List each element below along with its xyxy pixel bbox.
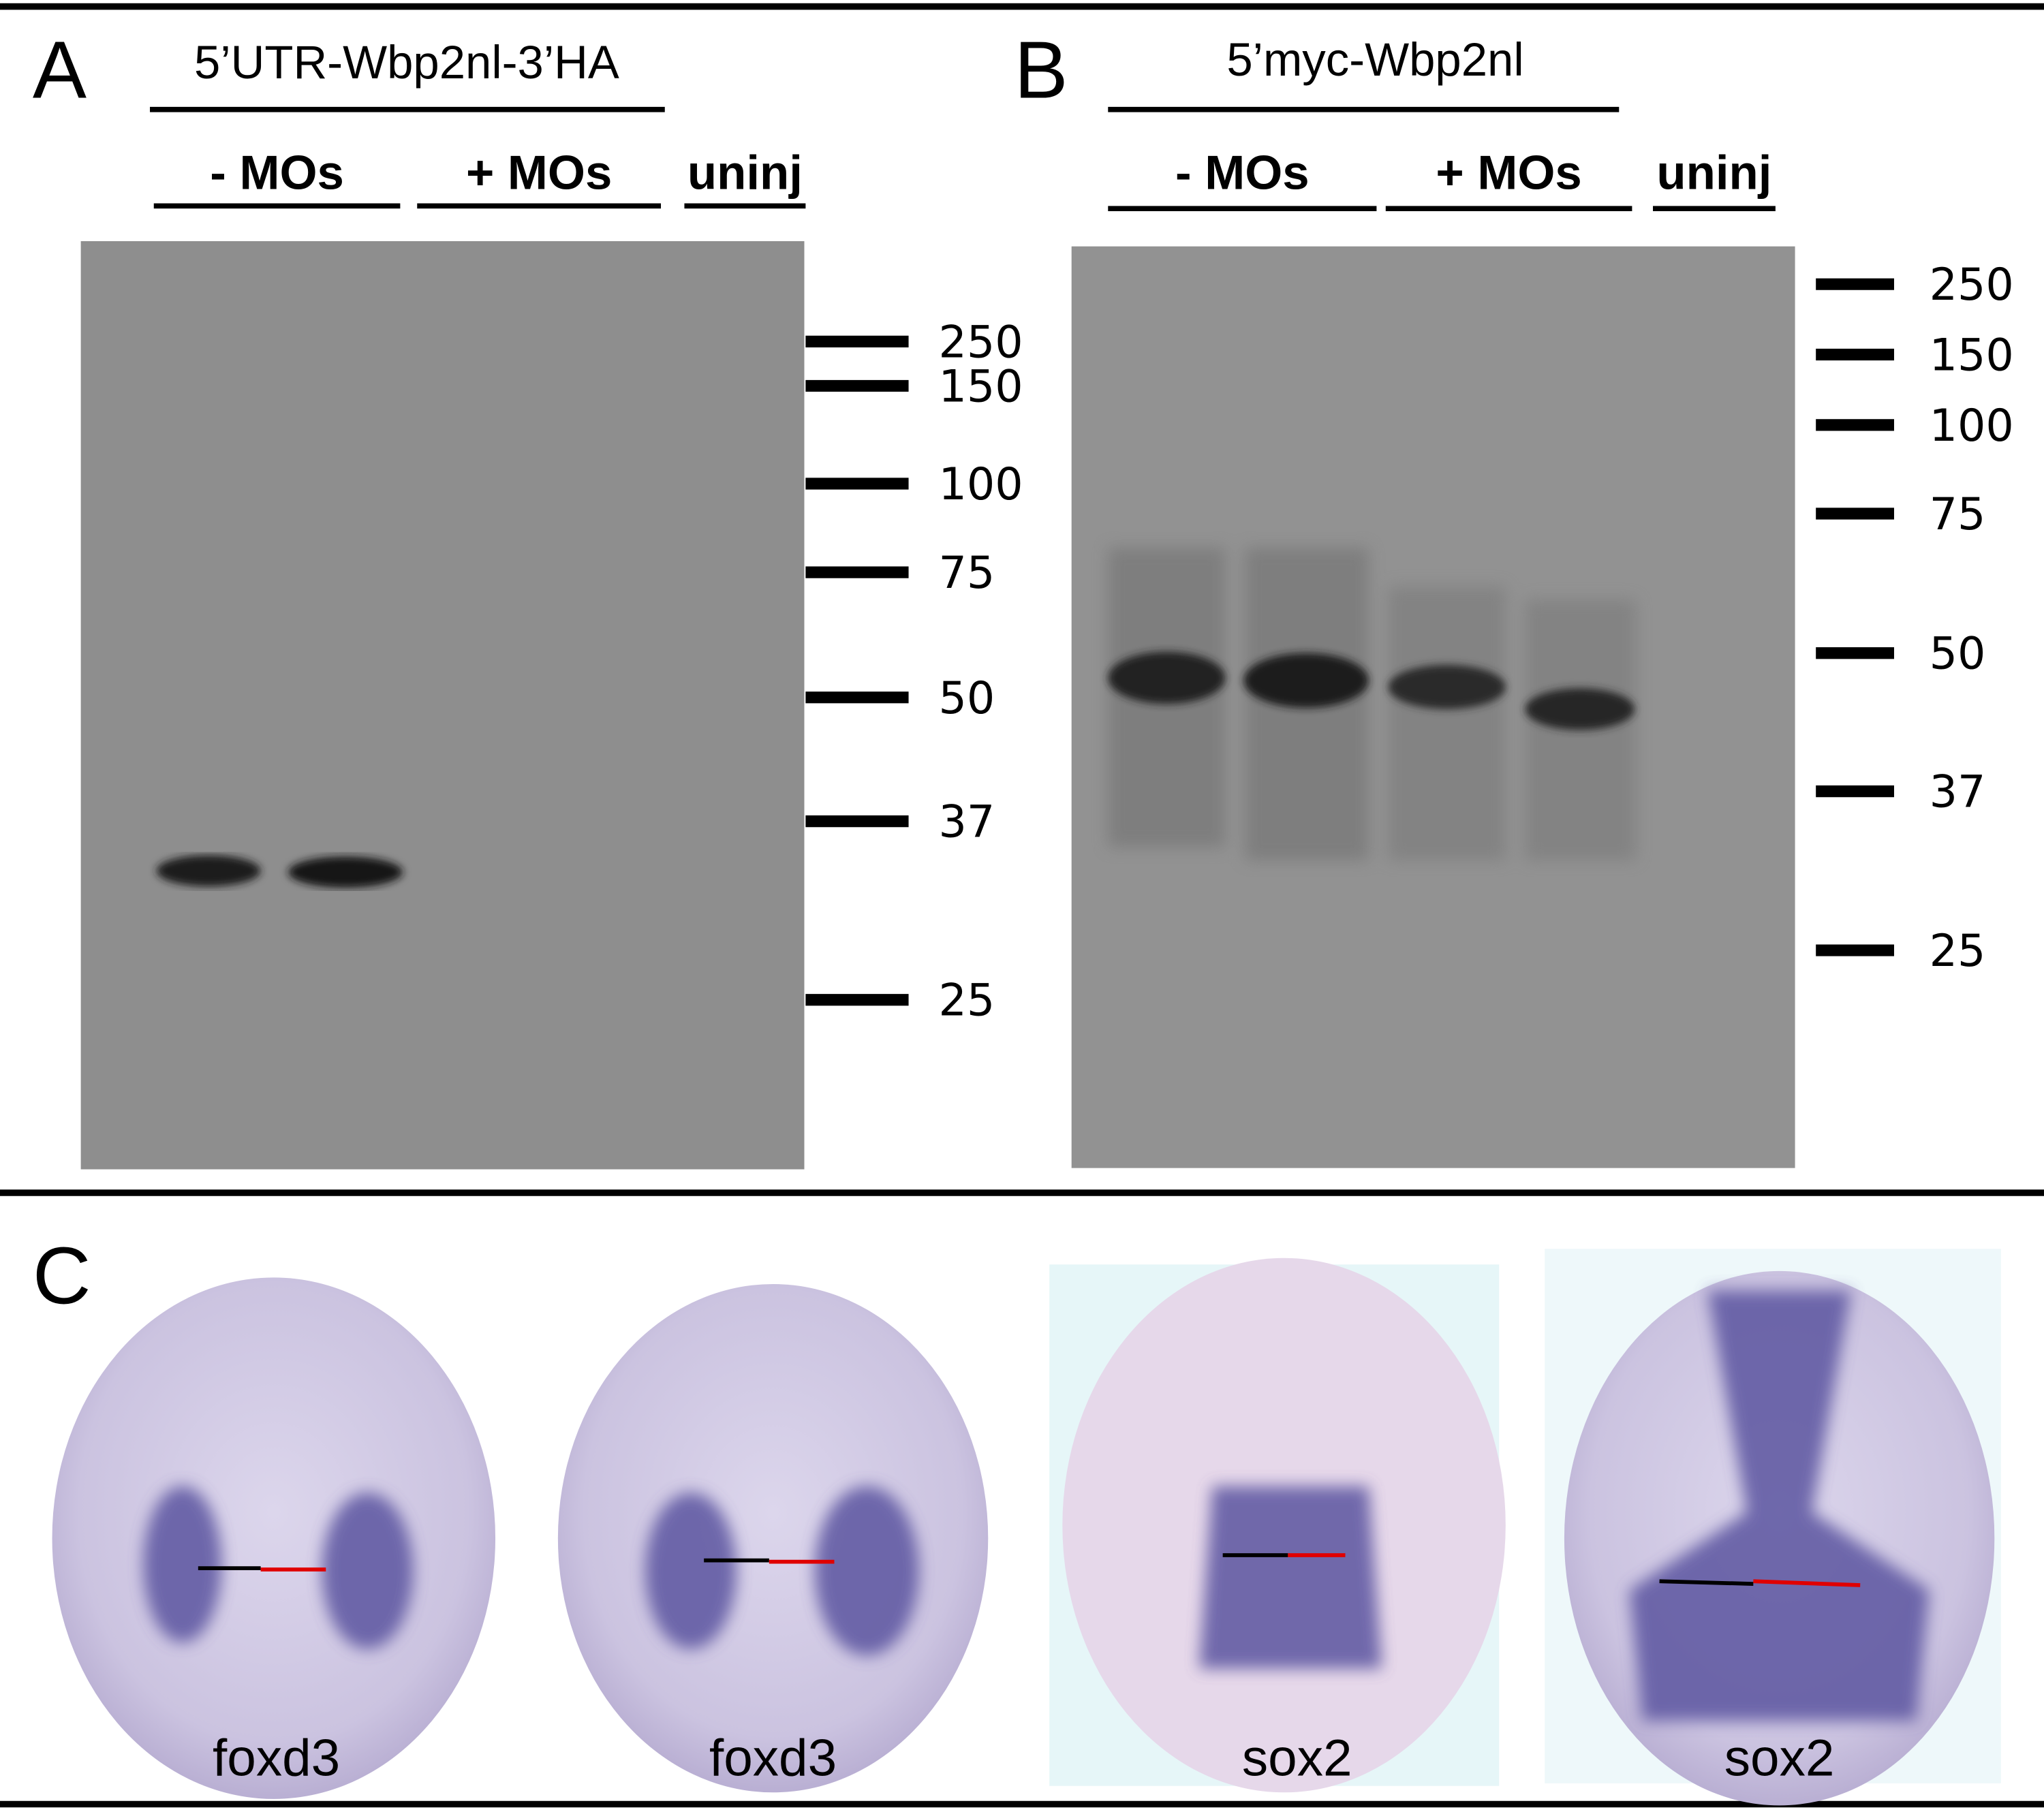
marker-label: 75 — [939, 548, 995, 599]
panel-letter: C — [33, 1232, 91, 1322]
band — [1388, 664, 1506, 710]
image-caption: sox2 — [1242, 1729, 1352, 1787]
embryo — [557, 1283, 989, 1793]
lane-label: + MOs — [466, 146, 612, 200]
marker-label: 25 — [939, 975, 995, 1027]
marker-label: 50 — [939, 673, 995, 724]
band — [1108, 651, 1226, 704]
panel-letter: B — [1015, 26, 1068, 116]
bands — [1108, 547, 1637, 861]
panel-title: 5’myc-Wbp2nl — [1226, 33, 1523, 86]
lane-label: + MOs — [1436, 146, 1581, 200]
marker-label: 100 — [939, 459, 1023, 510]
band — [156, 855, 261, 887]
band — [1525, 688, 1635, 730]
marker-label: 75 — [1930, 489, 1986, 540]
image-caption: foxd3 — [709, 1729, 837, 1787]
band — [1243, 653, 1369, 708]
marker-label: 50 — [1930, 629, 1986, 680]
blot — [80, 241, 805, 1170]
lane-label: - MOs — [1175, 146, 1310, 200]
lane-label: uninj — [687, 146, 803, 200]
panel-letter: A — [33, 26, 87, 116]
embryo — [52, 1277, 496, 1799]
marker-label: 37 — [939, 797, 995, 848]
marker-label: 150 — [1930, 330, 2014, 381]
image-caption: foxd3 — [213, 1729, 340, 1787]
marker-label: 37 — [1930, 767, 1986, 818]
bands — [156, 855, 403, 888]
band — [288, 856, 403, 888]
marker-label: 250 — [939, 317, 1023, 368]
embryo-images — [52, 1258, 1995, 1806]
marker-label: 100 — [1930, 401, 2014, 452]
lane-label: - MOs — [210, 146, 344, 200]
marker-label: 150 — [939, 361, 1023, 412]
marker-label: 250 — [1930, 260, 2014, 311]
image-caption: sox2 — [1724, 1729, 1835, 1787]
panel-title: 5’UTR-Wbp2nl-3’HA — [194, 36, 619, 89]
marker-label: 25 — [1930, 926, 1986, 977]
lane-label: uninj — [1656, 146, 1771, 200]
